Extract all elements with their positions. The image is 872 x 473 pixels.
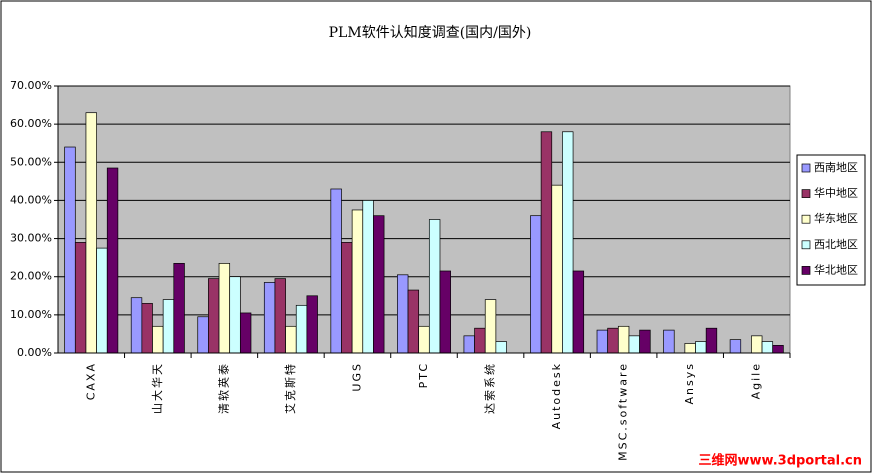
bar (484, 299, 497, 354)
legend-swatch (801, 266, 811, 275)
bar (362, 200, 374, 354)
chart-title: PLM软件认知度调查(国内/国外) (329, 24, 532, 41)
bar (152, 325, 164, 354)
x-tick-label: 艾克斯特 (283, 362, 297, 414)
legend-swatch (801, 214, 811, 224)
bar (628, 335, 640, 354)
bar (551, 184, 563, 354)
bar (197, 316, 209, 354)
x-tick-label: Autodesk (550, 362, 563, 429)
bar (495, 341, 507, 354)
bar (96, 247, 108, 354)
x-tick-label: CAXA (84, 362, 97, 400)
bar (617, 325, 630, 354)
x-tick-label: Agile (750, 362, 763, 399)
watermark: 三维网www.3dportal.cn (699, 453, 862, 469)
bar (351, 209, 364, 354)
x-tick-label: UGS (350, 362, 363, 392)
bar (74, 242, 87, 354)
x-tick-label: 清软英泰 (216, 362, 230, 414)
bar (295, 304, 308, 354)
bar (428, 219, 441, 354)
bar (130, 297, 143, 354)
bar (85, 112, 97, 354)
bar (607, 327, 619, 354)
bar (229, 276, 241, 354)
bar (751, 335, 763, 354)
bar (173, 263, 185, 354)
bar (397, 274, 409, 354)
bar (684, 343, 696, 354)
y-tick-label: 40.00% (10, 193, 52, 206)
bar (439, 270, 451, 354)
legend-label: 华中地区 (814, 186, 858, 200)
bar (373, 215, 385, 354)
x-tick-label: Ansys (683, 362, 696, 404)
y-tick-label: 30.00% (10, 232, 52, 245)
x-tick-label: MSC.software (617, 362, 630, 461)
bar (562, 131, 574, 354)
bar (407, 289, 420, 354)
bar (341, 242, 353, 354)
bar (729, 339, 742, 354)
y-tick-label: 20.00% (10, 270, 52, 283)
bar (162, 299, 175, 354)
bar (705, 327, 718, 354)
legend-swatch (801, 163, 811, 173)
legend-swatch (801, 189, 811, 198)
x-tick-label: PTC (417, 362, 430, 388)
bar (772, 345, 784, 354)
x-tick-label: 达索系统 (483, 362, 497, 414)
bar (663, 329, 675, 354)
bar (263, 282, 276, 354)
bar (540, 131, 553, 354)
bar (639, 329, 651, 354)
bar (274, 278, 286, 354)
legend-label: 华东地区 (814, 211, 858, 225)
bar (596, 329, 609, 354)
y-tick-label: 50.00% (10, 155, 52, 168)
bar (761, 341, 774, 354)
bar (306, 295, 318, 354)
y-tick-label: 10.00% (10, 308, 52, 321)
bar (208, 278, 220, 354)
bar (330, 188, 342, 354)
y-tick-label: 0.00% (17, 346, 52, 359)
bar (572, 270, 585, 354)
bar (106, 167, 119, 354)
bar (474, 327, 486, 354)
bar (285, 325, 297, 354)
bar (64, 146, 76, 354)
legend-label: 西北地区 (814, 238, 858, 251)
legend-swatch (801, 240, 811, 250)
bar (530, 215, 542, 354)
bar (463, 335, 475, 354)
y-tick-label: 70.00% (10, 79, 52, 92)
bar (141, 303, 153, 354)
y-tick-label: 60.00% (10, 117, 52, 130)
bar (695, 341, 707, 354)
legend-label: 西南地区 (814, 161, 858, 174)
bar (418, 325, 430, 354)
bar (218, 263, 231, 354)
bar (239, 312, 252, 354)
x-tick-label: 山大华天 (150, 362, 164, 414)
legend-label: 华北地区 (814, 262, 858, 276)
